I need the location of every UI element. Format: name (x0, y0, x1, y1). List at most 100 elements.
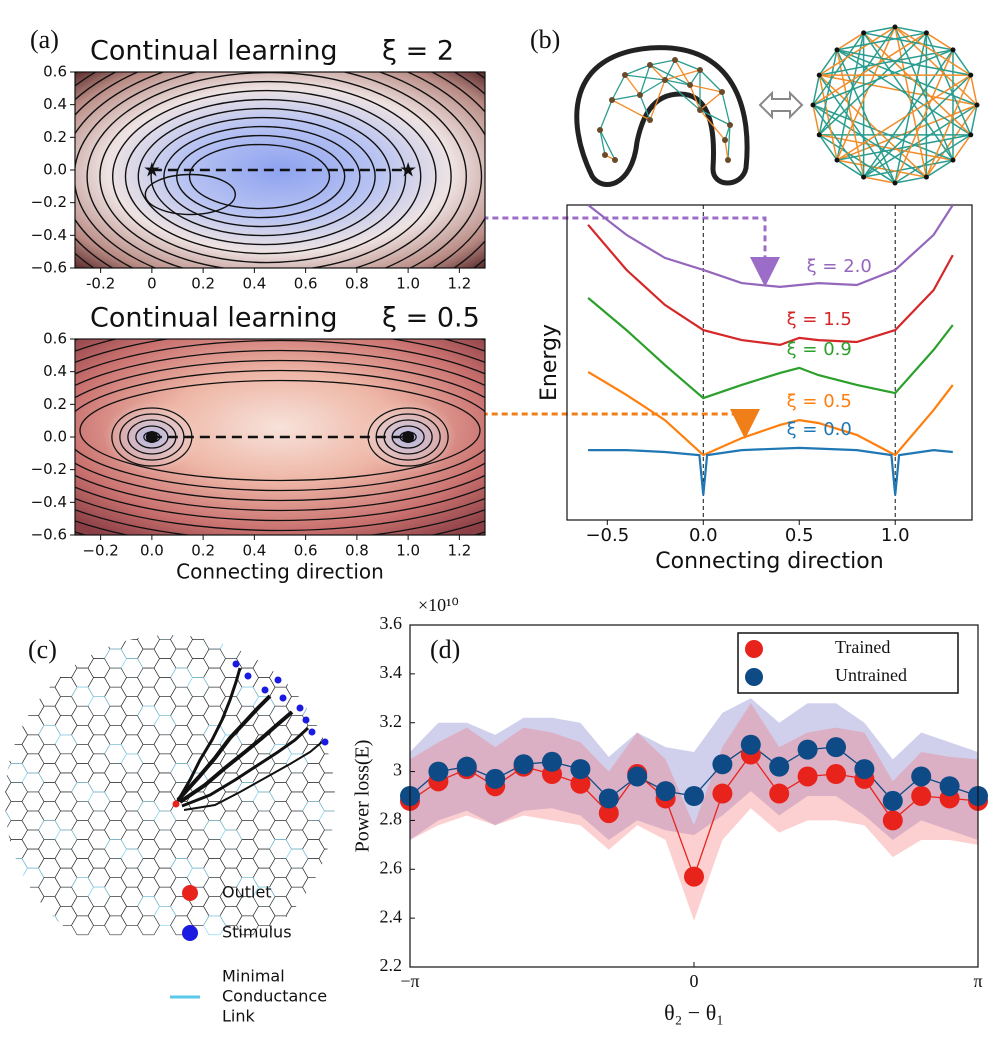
cell (5, 686, 28, 707)
y-tick-label: 3.2 (380, 711, 403, 731)
cell (252, 848, 276, 869)
cell (501, 878, 523, 897)
x-tick-label: 0.4 (242, 542, 266, 560)
edge (689, 69, 701, 86)
cell (120, 906, 144, 926)
series-label: ξ = 1.5 (787, 309, 852, 330)
cell (87, 635, 111, 640)
cell (71, 858, 94, 878)
contour-line (144, 173, 237, 216)
cell (352, 697, 374, 716)
cell (54, 734, 78, 755)
edge (624, 74, 641, 96)
cell (633, 859, 655, 878)
data-point (769, 783, 790, 804)
cell (517, 849, 539, 868)
cell (468, 916, 490, 935)
cell (137, 725, 160, 745)
cell (87, 848, 111, 869)
cell (385, 887, 407, 906)
cell (38, 858, 61, 878)
y-tick-label: 2.8 (380, 809, 403, 829)
cell (120, 810, 144, 831)
cell (633, 878, 655, 897)
node (892, 180, 898, 186)
contour-line (75, 339, 485, 532)
edge (894, 176, 927, 184)
y-tick-label: −0.2 (31, 193, 67, 211)
cell (269, 801, 292, 821)
cell (534, 649, 556, 668)
edge (925, 32, 972, 136)
cell (153, 810, 177, 831)
cell (219, 829, 243, 850)
cell (137, 744, 160, 764)
cell (484, 906, 506, 925)
series-line (587, 297, 954, 400)
cell (5, 725, 28, 745)
point-marker (145, 431, 158, 443)
cell (21, 867, 45, 888)
cell (616, 868, 638, 887)
error-band (410, 698, 978, 840)
cell (369, 687, 391, 706)
cell (203, 635, 226, 650)
cell (170, 858, 193, 878)
contour-line (150, 116, 376, 237)
cell (252, 829, 276, 850)
cell (600, 859, 622, 878)
cell (567, 897, 589, 916)
cell (402, 897, 424, 916)
data-point (797, 766, 818, 787)
cell (104, 635, 127, 650)
cell (71, 705, 94, 726)
cell (567, 687, 589, 706)
cell (54, 772, 78, 793)
cell (517, 640, 539, 659)
cell (54, 753, 78, 774)
cell (120, 848, 144, 869)
cell (104, 820, 127, 840)
cell (21, 696, 45, 716)
cell (104, 667, 127, 688)
cell (236, 648, 259, 669)
cell (269, 858, 292, 878)
y-tick-label: −0.4 (31, 226, 67, 244)
cell (402, 668, 424, 687)
cell (616, 906, 638, 925)
cell (5, 715, 12, 736)
cell (468, 897, 490, 916)
cell (318, 677, 335, 697)
data-point (882, 810, 903, 831)
cell (71, 763, 94, 783)
cell (252, 639, 276, 659)
cell (5, 658, 12, 678)
cell (567, 859, 589, 878)
cell (170, 635, 193, 650)
y-tick-label: 0.2 (43, 395, 67, 413)
cell (236, 915, 259, 936)
node (834, 47, 840, 53)
cell (402, 859, 424, 878)
cell (385, 830, 407, 849)
cell (318, 772, 335, 793)
cell (269, 896, 292, 917)
edge (818, 26, 896, 76)
edge (727, 124, 731, 161)
cell (87, 867, 111, 888)
cell (71, 782, 94, 802)
cell (120, 791, 144, 812)
x-tick-label: 0.0 (689, 525, 718, 546)
cell (236, 839, 259, 859)
cell (517, 830, 539, 849)
cell (517, 868, 539, 887)
data-point (797, 739, 818, 760)
node (861, 174, 867, 180)
cell (170, 744, 193, 764)
node (816, 72, 822, 78)
edge (674, 59, 701, 71)
cell (352, 868, 374, 887)
cell (186, 635, 210, 640)
series-line (587, 205, 954, 289)
cell (71, 915, 94, 936)
